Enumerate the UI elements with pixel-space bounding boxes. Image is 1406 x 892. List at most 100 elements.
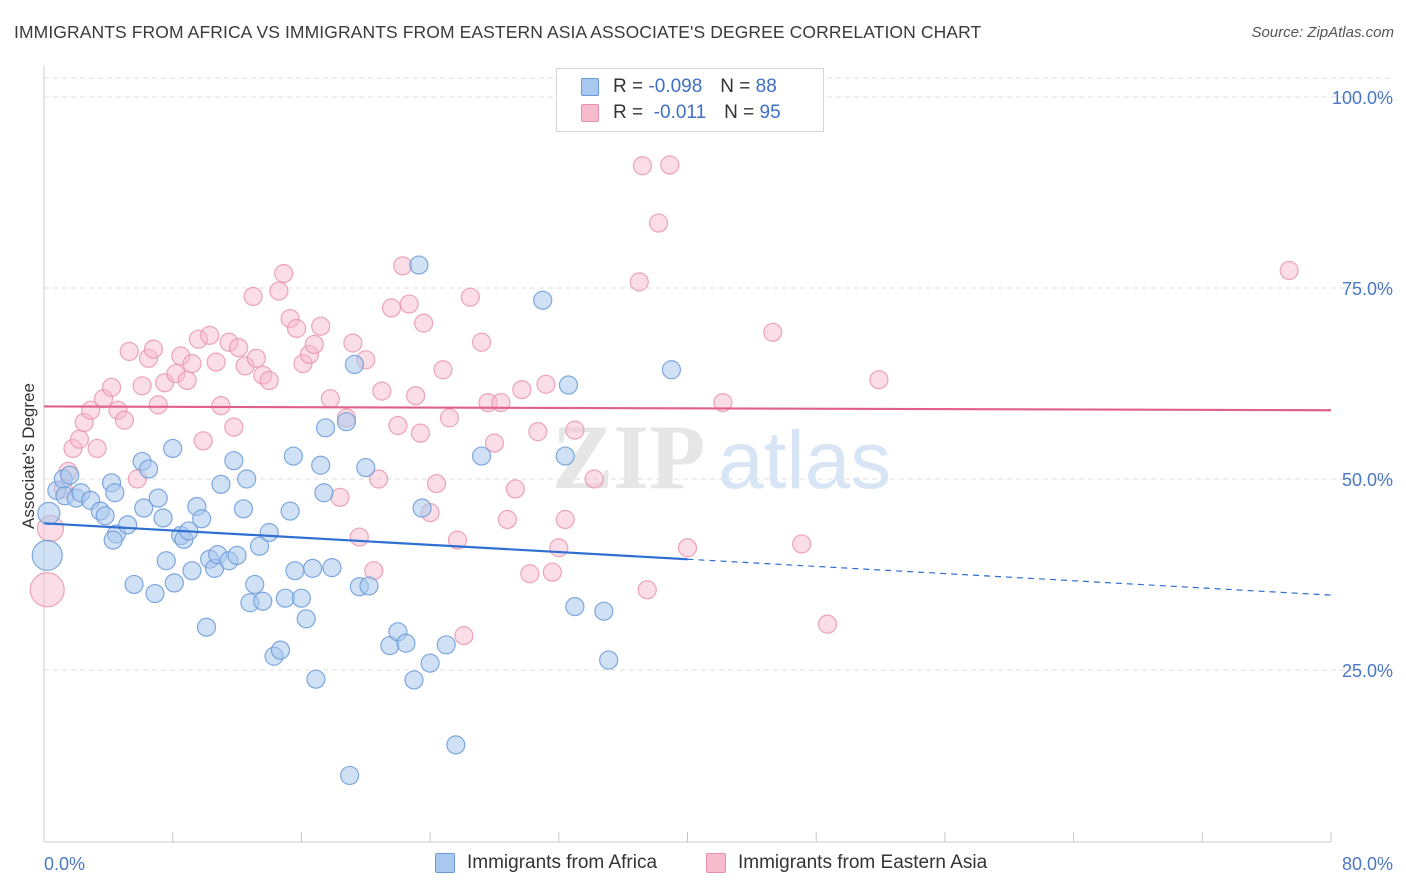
point-eastern-asia: [632, 156, 653, 176]
point-africa: [103, 530, 123, 550]
legend-label-eastern-asia: Immigrants from Eastern Asia: [738, 852, 988, 873]
point-eastern-asia: [381, 298, 402, 318]
point-africa: [285, 561, 305, 581]
point-africa: [315, 418, 336, 438]
point-eastern-asia: [177, 370, 197, 391]
point-africa: [283, 446, 303, 466]
point-africa: [270, 640, 291, 660]
series-legend: Immigrants from Africa Immigrants from E…: [0, 852, 1406, 876]
point-africa: [138, 459, 159, 479]
point-africa: [196, 617, 217, 637]
trend-line-africa: [43, 522, 688, 561]
point-eastern-asia: [584, 469, 604, 489]
legend-n-label: N =: [720, 76, 751, 97]
point-eastern-asia: [87, 438, 107, 459]
point-eastern-asia: [243, 286, 263, 307]
legend-item-africa[interactable]: Immigrants from Africa: [435, 852, 657, 874]
legend-r-label: R =: [613, 76, 644, 97]
point-africa: [280, 501, 300, 521]
point-eastern-asia: [817, 614, 838, 634]
y-tick-label: 100.0%: [1332, 88, 1393, 108]
point-eastern-asia: [369, 469, 389, 489]
point-africa: [412, 498, 432, 518]
point-africa: [311, 455, 331, 475]
point-africa: [306, 669, 326, 689]
point-africa: [227, 545, 247, 566]
legend-label-africa: Immigrants from Africa: [467, 852, 658, 873]
legend-n-value: 88: [755, 76, 777, 97]
legend-swatch-africa: [581, 78, 599, 96]
point-eastern-asia: [433, 360, 453, 380]
legend-r-label: R =: [613, 102, 644, 123]
point-eastern-asia: [439, 408, 460, 428]
point-eastern-asia: [414, 313, 434, 333]
legend-swatch-eastern-asia: [581, 104, 599, 122]
legend-n-value: 95: [759, 102, 781, 123]
point-eastern-asia: [274, 263, 294, 284]
point-eastern-asia: [460, 287, 480, 307]
point-eastern-asia: [410, 423, 431, 443]
point-africa: [259, 522, 279, 543]
legend-r-value: -0.011: [653, 102, 707, 123]
point-africa: [340, 765, 360, 786]
point-africa: [237, 469, 257, 489]
point-africa: [661, 360, 682, 380]
point-eastern-asia: [491, 393, 511, 413]
point-africa: [153, 508, 173, 528]
point-africa: [599, 650, 619, 670]
point-africa: [314, 483, 334, 503]
point-africa: [396, 633, 416, 653]
point-eastern-asia: [206, 352, 226, 372]
trend-lines: [43, 405, 1332, 596]
point-africa: [565, 596, 585, 617]
point-africa: [156, 551, 176, 571]
point-eastern-asia: [471, 332, 492, 352]
point-eastern-asia: [69, 429, 89, 449]
y-tick-label: 25.0%: [1342, 661, 1393, 681]
point-africa: [322, 558, 342, 578]
point-eastern-asia: [320, 389, 340, 409]
point-africa: [105, 483, 125, 503]
point-eastern-asia: [259, 370, 279, 391]
trend-line-eastern-asia: [43, 405, 1332, 412]
point-africa: [558, 375, 579, 395]
point-eastern-asia: [330, 487, 350, 507]
point-eastern-asia: [143, 339, 163, 359]
point-eastern-asia: [269, 281, 289, 301]
point-africa: [182, 561, 202, 581]
point-eastern-asia: [565, 420, 585, 440]
point-eastern-asia: [869, 370, 889, 390]
y-axis-label: Associate's Degree: [19, 383, 38, 529]
series-eastern-asia: [29, 155, 1299, 646]
point-eastern-asia: [660, 155, 680, 175]
legend-swatch-africa: [435, 853, 455, 873]
point-africa: [275, 588, 295, 608]
point-africa: [124, 574, 144, 595]
point-africa: [409, 255, 429, 275]
trend-line-africa-extension: [687, 558, 1332, 596]
point-africa: [245, 574, 265, 595]
point-eastern-asia: [484, 433, 505, 453]
point-africa: [134, 498, 154, 518]
point-africa: [37, 501, 61, 525]
point-eastern-asia: [648, 213, 669, 233]
point-africa: [436, 635, 456, 655]
legend-item-eastern-asia[interactable]: Immigrants from Eastern Asia: [706, 852, 987, 874]
point-eastern-asia: [792, 534, 812, 554]
point-africa: [356, 457, 376, 478]
x-tick-label: 0.0%: [44, 854, 85, 874]
point-eastern-asia: [148, 395, 168, 415]
point-africa: [249, 536, 270, 556]
y-tick-labels: 25.0% 50.0% 75.0% 100.0%: [1332, 88, 1393, 681]
point-eastern-asia: [426, 473, 447, 494]
point-africa: [446, 735, 466, 755]
y-tick-label: 50.0%: [1342, 470, 1393, 490]
legend-r-value: -0.098: [648, 76, 703, 97]
point-eastern-asia: [399, 294, 419, 314]
point-africa: [60, 465, 80, 485]
legend-row-africa: R = -0.098 N = 88: [581, 75, 777, 99]
point-africa: [192, 509, 212, 529]
point-eastern-asia: [528, 422, 548, 442]
point-eastern-asia: [629, 272, 649, 292]
point-africa: [344, 354, 365, 374]
